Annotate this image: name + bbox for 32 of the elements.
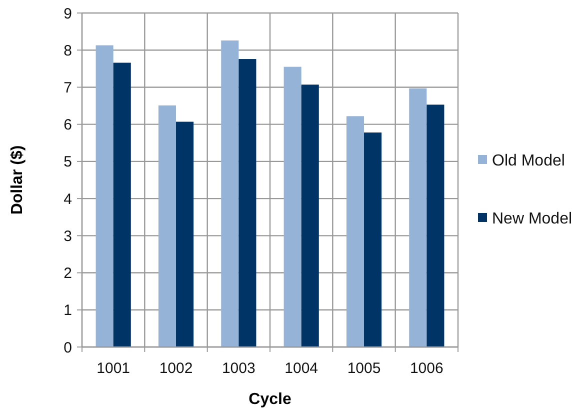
y-tick-label: 5 — [64, 154, 72, 171]
bar — [426, 104, 444, 347]
bar — [346, 116, 364, 347]
x-tick-label: 1006 — [410, 360, 444, 377]
bar — [113, 62, 131, 347]
bar — [409, 88, 427, 347]
bar — [221, 40, 239, 347]
x-axis-title: Cycle — [248, 391, 292, 408]
y-tick-label: 9 — [64, 5, 72, 22]
bar — [301, 84, 319, 347]
bar — [158, 105, 176, 347]
bar — [96, 45, 114, 347]
x-tick-label: 1003 — [222, 360, 256, 377]
bar — [364, 132, 382, 347]
x-tick-label: 1002 — [159, 360, 193, 377]
y-tick-label: 4 — [64, 190, 72, 208]
y-axis-title: Dollar ($) — [9, 145, 26, 215]
x-tick-label: 1001 — [96, 360, 130, 377]
y-tick-label: 7 — [64, 79, 72, 96]
x-tick-label: 1005 — [347, 360, 381, 377]
y-tick-label: 1 — [64, 302, 72, 320]
bar — [176, 122, 194, 347]
y-tick-label: 2 — [64, 265, 72, 282]
y-tick-label: 8 — [64, 42, 72, 60]
y-tick-label: 6 — [64, 116, 72, 134]
x-tick-label: 1004 — [284, 360, 318, 377]
bar — [238, 59, 256, 347]
legend-label: New Model — [492, 210, 572, 228]
y-tick-label: 3 — [64, 228, 72, 245]
bar — [284, 66, 302, 347]
legend-label: Old Model — [492, 152, 565, 170]
y-tick-label: 0 — [64, 339, 72, 356]
